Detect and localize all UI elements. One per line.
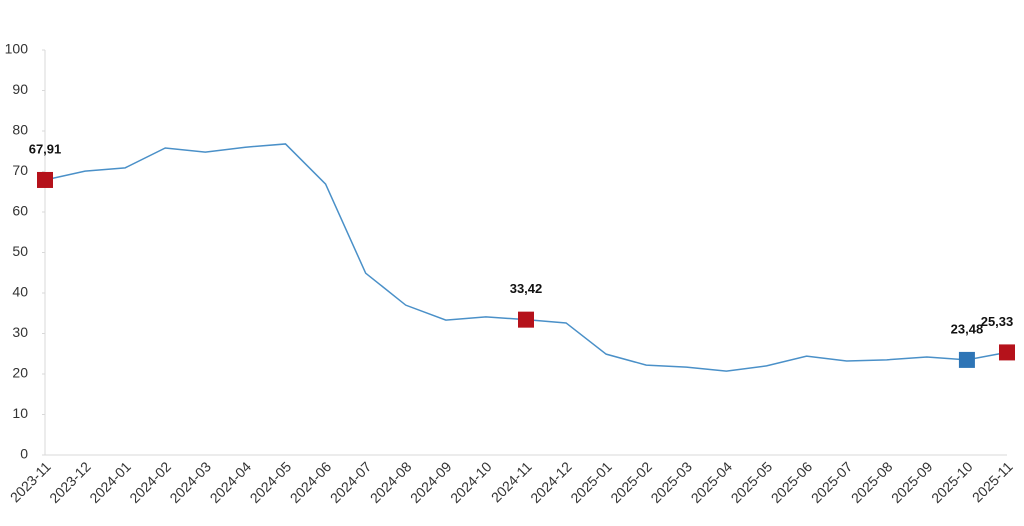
x-tick-label: 2024-12: [527, 458, 575, 506]
marker: [958, 351, 975, 368]
x-tick-label: 2025-02: [607, 458, 655, 506]
value-label: 25,33: [981, 314, 1014, 329]
y-tick-label: 60: [12, 203, 28, 219]
value-label: 33,42: [510, 281, 543, 296]
value-label: 67,91: [29, 141, 62, 156]
y-tick-label: 50: [12, 243, 28, 259]
x-tick-label: 2024-10: [447, 458, 495, 506]
x-tick-label: 2025-07: [808, 458, 856, 506]
x-tick-label: 2025-09: [888, 458, 936, 506]
x-tick-label: 2024-06: [287, 458, 335, 506]
value-label: 23,48: [951, 321, 984, 336]
y-tick-label: 40: [12, 284, 28, 300]
x-tick-label: 2024-03: [166, 458, 214, 506]
x-tick-label: 2025-06: [768, 458, 816, 506]
y-tick-label: 80: [12, 122, 28, 138]
y-tick-label: 20: [12, 365, 28, 381]
x-tick-label: 2024-01: [86, 458, 134, 506]
x-tick-label: 2025-01: [567, 458, 615, 506]
x-tick-label: 2025-08: [848, 458, 896, 506]
y-tick-label: 10: [12, 405, 28, 421]
x-tick-label: 2023-12: [46, 458, 94, 506]
x-tick-label: 2025-10: [928, 458, 976, 506]
x-tick-label: 2024-09: [407, 458, 455, 506]
x-tick-label: 2024-05: [247, 458, 295, 506]
y-tick-label: 0: [20, 446, 28, 462]
x-tick-label: 2025-03: [647, 458, 695, 506]
x-tick-label: 2024-02: [126, 458, 174, 506]
x-tick-label: 2025-11: [969, 458, 1016, 505]
y-tick-label: 90: [12, 81, 28, 97]
y-tick-label: 100: [5, 41, 29, 57]
marker: [37, 171, 53, 188]
y-tick-label: 70: [12, 162, 28, 178]
marker: [518, 311, 534, 328]
x-tick-label: 2024-04: [207, 458, 255, 506]
x-tick-label: 2023-11: [7, 458, 54, 505]
x-tick-label: 2024-07: [327, 458, 375, 506]
x-tick-label: 2024-11: [488, 458, 535, 505]
x-tick-label: 2025-04: [688, 458, 736, 506]
y-tick-label: 30: [12, 324, 28, 340]
x-tick-label: 2024-08: [367, 458, 415, 506]
x-tick-label: 2025-05: [728, 458, 776, 506]
line: [44, 143, 1008, 372]
marker: [999, 344, 1015, 361]
